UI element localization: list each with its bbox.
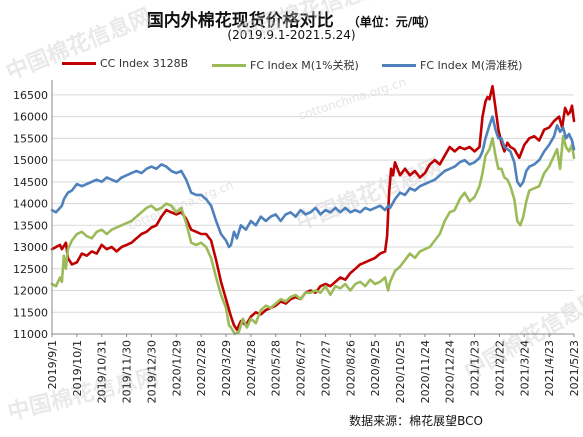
watermark-text: 中国棉花信息网	[234, 0, 389, 46]
series-lines	[50, 84, 576, 336]
y-tick-label: 14000	[13, 198, 48, 211]
legend-swatch-fc-1pct	[212, 63, 246, 67]
series-line-fc-index-1pct	[50, 134, 576, 336]
x-tick-label: 2020/1/29	[170, 340, 183, 396]
x-tick-label: 2019/9/1	[46, 340, 59, 389]
watermark-text: 中国棉花信息网	[293, 154, 446, 236]
y-tick-label: 15000	[13, 154, 48, 167]
x-tick-label: 2020/10/25	[394, 340, 407, 403]
x-tick-label: 2021/4/23	[543, 340, 556, 396]
chart-subtitle: (2019.9.1-2021.5.24)	[227, 28, 356, 42]
unit-label: （单位：元/吨）	[347, 15, 437, 29]
y-tick-label: 13000	[13, 241, 48, 254]
legend-item-fc-sliding: FC Index M(滑准税)	[382, 57, 522, 73]
x-tick-label: 2020/12/24	[444, 340, 457, 403]
x-tick-label: 2019/11/30	[121, 340, 134, 403]
y-tick-label: 13500	[13, 219, 48, 232]
source-note: 数据来源：棉花展望BCO	[349, 414, 483, 428]
legend-swatch-cc	[62, 62, 96, 65]
x-tick-label: 2021/1/23	[469, 340, 482, 396]
y-tick-label: 15500	[13, 132, 48, 145]
x-tick-label: 2020/9/25	[369, 340, 382, 396]
chart-title: 国内外棉花现货价格对比 （单位：元/吨）	[0, 6, 583, 31]
watermark-url: cottonchina.org.cn	[297, 75, 408, 123]
x-tick-label: 2021/2/22	[493, 340, 506, 396]
y-tick-label: 11000	[13, 328, 48, 341]
x-tick-label: 2020/4/28	[245, 340, 258, 396]
title-text: 国内外棉花现货价格对比	[146, 11, 334, 31]
y-tick-label: 16000	[13, 111, 48, 124]
x-tick-label: 2020/8/26	[344, 340, 357, 396]
watermark-url: cottonchina.org.cn	[126, 178, 235, 233]
x-tick-label: 2020/7/27	[319, 340, 332, 396]
x-tick-label: 2021/3/24	[518, 340, 531, 396]
axes: 11000 11500 12000 12500 13000 13500 14000 14500…	[13, 80, 581, 403]
legend-item-fc-1pct: FC Index M(1%关税)	[212, 57, 359, 73]
series-line-fc-index-sliding	[50, 115, 576, 249]
legend-item-cc: CC Index 3128B	[62, 57, 188, 70]
watermark-text: 中国棉花信息网	[3, 4, 156, 86]
legend-swatch-fc-sliding	[382, 63, 416, 67]
x-tick-label: 2019/12/30	[145, 340, 158, 403]
y-tick-label: 14500	[13, 176, 48, 189]
legend-label-fc-1pct: FC Index M(1%关税)	[250, 59, 359, 72]
legend-label-cc: CC Index 3128B	[100, 57, 189, 70]
x-tick-label: 2020/3/29	[220, 340, 233, 396]
x-tick-label: 2020/6/27	[295, 340, 308, 396]
x-tick-label: 2019/10/31	[96, 340, 109, 403]
y-tick-label: 16500	[13, 89, 48, 102]
x-tick-label: 2020/5/28	[270, 340, 283, 396]
legend-label-fc-sliding: FC Index M(滑准税)	[420, 59, 523, 72]
series-line-cc-index	[50, 84, 576, 332]
y-tick-label: 12000	[13, 285, 48, 298]
x-tick-label: 2020/2/28	[195, 340, 208, 396]
y-tick-label: 11500	[13, 306, 48, 319]
y-tick-label: 12500	[13, 263, 48, 276]
x-tick-label: 2021/5/23	[568, 340, 581, 396]
x-tick-label: 2020/11/24	[419, 340, 432, 403]
x-tick-label: 2019/10/1	[71, 340, 84, 396]
